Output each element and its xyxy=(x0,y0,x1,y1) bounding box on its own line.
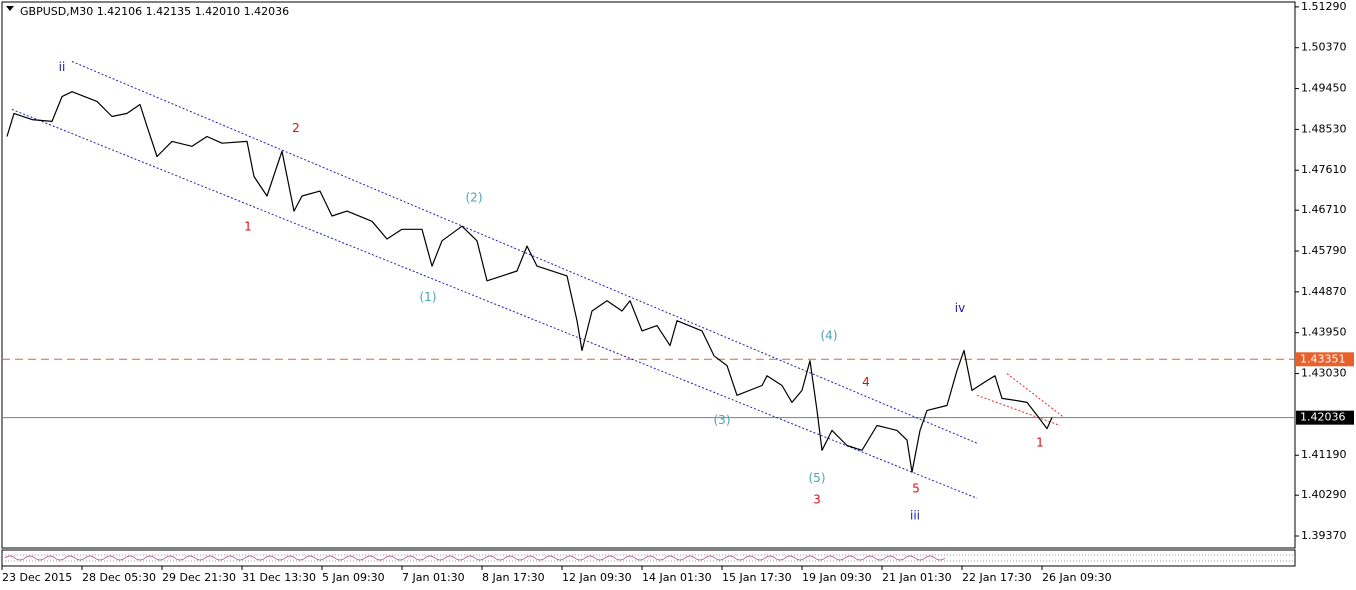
wave-label: 1 xyxy=(244,220,252,234)
x-tick-label: 29 Dec 21:30 xyxy=(162,571,236,584)
y-tick-label: 1.47610 xyxy=(1301,163,1347,176)
y-tick-label: 1.41190 xyxy=(1301,448,1347,461)
price-line-series xyxy=(6,91,1053,473)
price-label-box xyxy=(1296,410,1354,425)
y-tick-label: 1.50370 xyxy=(1301,41,1347,54)
x-tick-label: 26 Jan 09:30 xyxy=(1042,571,1112,584)
y-tick-label: 1.40290 xyxy=(1301,488,1347,501)
x-tick-label: 5 Jan 09:30 xyxy=(322,571,385,584)
x-tick-label: 7 Jan 01:30 xyxy=(402,571,465,584)
wave-label: ii xyxy=(59,60,66,74)
wave-label: 3 xyxy=(813,493,821,507)
x-tick-label: 15 Jan 17:30 xyxy=(722,571,792,584)
wave-label: (5) xyxy=(809,471,826,485)
x-tick-label: 12 Jan 09:30 xyxy=(562,571,632,584)
wave-label: iv xyxy=(955,301,965,315)
price-label: 1.43351 xyxy=(1300,352,1346,365)
channel-line xyxy=(976,394,1061,426)
indicator-pane xyxy=(1,549,1296,567)
x-tick-label: 8 Jan 17:30 xyxy=(482,571,545,584)
wave-label: 4 xyxy=(862,375,870,389)
wave-label: (4) xyxy=(821,328,838,342)
y-tick-label: 1.43950 xyxy=(1301,326,1347,339)
channel-line xyxy=(11,108,978,499)
y-tick-label: 1.46710 xyxy=(1301,203,1347,216)
wave-label: 1 xyxy=(1036,436,1044,450)
price-label-box xyxy=(1296,352,1354,367)
y-tick-label: 1.44870 xyxy=(1301,285,1347,298)
plot-frame xyxy=(1,1,1296,549)
wave-label: iii xyxy=(910,509,920,523)
x-tick-label: 14 Jan 01:30 xyxy=(642,571,712,584)
x-tick-label: 23 Dec 2015 xyxy=(2,571,72,584)
wave-label: (2) xyxy=(466,191,483,205)
y-tick-label: 1.49450 xyxy=(1301,82,1347,95)
x-tick-label: 31 Dec 13:30 xyxy=(242,571,316,584)
y-tick-label: 1.48530 xyxy=(1301,122,1347,135)
menu-arrow[interactable] xyxy=(6,6,14,11)
wave-label: (1) xyxy=(420,290,437,304)
indicator-line xyxy=(4,555,946,561)
x-tick-label: 22 Jan 17:30 xyxy=(962,571,1032,584)
y-tick-label: 1.39370 xyxy=(1301,529,1347,542)
wave-label: (3) xyxy=(714,413,731,427)
y-tick-label: 1.45790 xyxy=(1301,244,1347,257)
wave-label: 2 xyxy=(292,121,300,135)
y-tick-label: 1.43030 xyxy=(1301,367,1347,380)
y-tick-label: 1.51290 xyxy=(1301,0,1347,13)
x-tick-label: 19 Jan 09:30 xyxy=(802,571,872,584)
x-tick-label: 28 Dec 05:30 xyxy=(82,571,156,584)
wave-label: 5 xyxy=(912,481,920,495)
x-tick-label: 21 Jan 01:30 xyxy=(882,571,952,584)
price-label: 1.42036 xyxy=(1300,411,1346,424)
chart-title: GBPUSD,M30 1.42106 1.42135 1.42010 1.420… xyxy=(20,5,289,18)
